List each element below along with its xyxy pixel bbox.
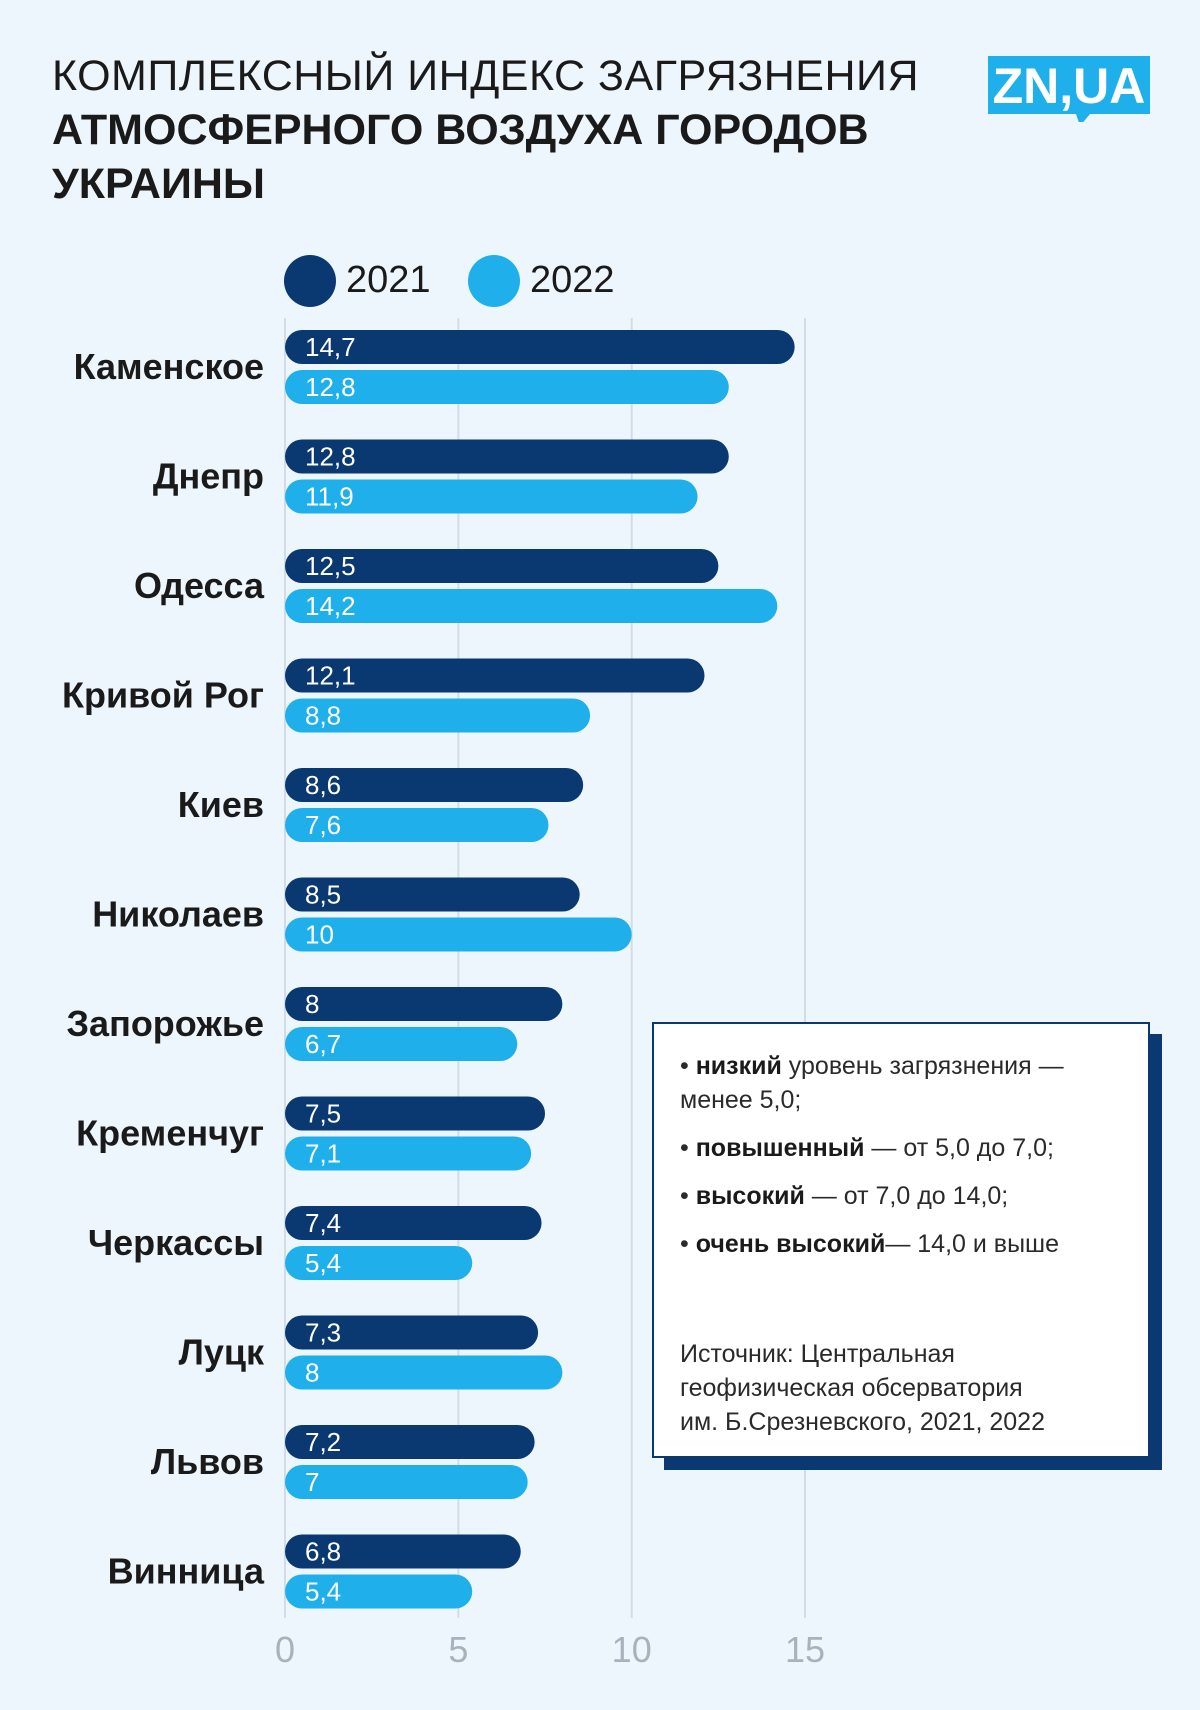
category-label: Одесса xyxy=(134,565,265,606)
bar-2022 xyxy=(285,479,698,514)
bar-value-label: 7,2 xyxy=(305,1427,341,1457)
bar-value-label: 7,5 xyxy=(305,1099,341,1129)
bar-2021 xyxy=(285,1425,535,1459)
legend-label-2022: 2022 xyxy=(530,259,615,301)
bar-value-label: 8,8 xyxy=(305,701,341,731)
category-label: Кривой Рог xyxy=(62,675,264,716)
bar-value-label: 14,2 xyxy=(305,591,356,621)
bar-2022 xyxy=(285,1027,518,1061)
category-label: Николаев xyxy=(92,894,264,935)
bar-value-label: 7 xyxy=(305,1467,319,1497)
bar-value-label: 5,4 xyxy=(305,1577,341,1607)
bar-value-label: 14,7 xyxy=(305,332,356,362)
category-label: Запорожье xyxy=(67,1003,265,1044)
bar-2021 xyxy=(285,439,729,474)
bar-2022 xyxy=(285,808,549,842)
bar-2022 xyxy=(285,1246,473,1280)
info-box: • низкий уровень загрязнения — менее 5,0… xyxy=(652,1022,1162,1470)
bar-value-label: 8 xyxy=(305,989,319,1019)
bar-2021 xyxy=(285,877,580,912)
bar-2022 xyxy=(285,917,632,952)
bar-2022 xyxy=(285,1136,532,1171)
zn-ua-logo: ZN,UA xyxy=(988,56,1150,122)
bar-value-label: 7,4 xyxy=(305,1208,341,1238)
bar-value-label: 7,1 xyxy=(305,1139,341,1169)
category-label: Каменское xyxy=(74,346,264,387)
bar-2021 xyxy=(285,1315,539,1350)
x-tick-label-0: 0 xyxy=(275,1629,295,1670)
info-high: • высокий — от 7,0 до 14,0; xyxy=(680,1182,1009,1210)
info-low: • низкий уровень загрязнения — xyxy=(680,1052,1064,1080)
bar-2021 xyxy=(285,1206,542,1240)
bar-2021 xyxy=(285,549,719,583)
info-low-cont: менее 5,0; xyxy=(680,1086,802,1114)
bar-2022 xyxy=(285,1465,528,1499)
bar-value-label: 12,1 xyxy=(305,661,356,691)
title-line-2: АТМОСФЕРНОГО ВОЗДУХА ГОРОДОВ xyxy=(52,106,869,154)
category-label: Черкассы xyxy=(88,1222,264,1263)
logo-text: ZN,UA xyxy=(993,58,1146,114)
bar-value-label: 6,8 xyxy=(305,1537,341,1567)
bar-value-label: 7,6 xyxy=(305,810,341,840)
bar-2022 xyxy=(285,370,729,404)
bar-2021 xyxy=(285,987,563,1021)
bar-2021 xyxy=(285,658,705,693)
bar-2022 xyxy=(285,1355,563,1390)
bar-value-label: 12,5 xyxy=(305,551,356,581)
bar-value-label: 6,7 xyxy=(305,1029,341,1059)
legend: 2021 2022 xyxy=(284,255,644,307)
source-line-2: геофизическая обсерватория xyxy=(680,1374,1023,1402)
category-label: Луцк xyxy=(179,1332,265,1373)
bar-value-label: 11,9 xyxy=(305,482,354,512)
info-very-high: • очень высокий— 14,0 и выше xyxy=(680,1230,1059,1258)
bar-2021 xyxy=(285,1096,546,1131)
bar-value-label: 10 xyxy=(305,920,334,950)
bar-value-label: 5,4 xyxy=(305,1248,341,1278)
bar-2021 xyxy=(285,768,584,802)
bar-value-label: 12,8 xyxy=(305,442,356,472)
info-elevated: • повышенный — от 5,0 до 7,0; xyxy=(680,1134,1054,1162)
source-line-3: им. Б.Срезневского, 2021, 2022 xyxy=(680,1408,1045,1436)
info-box-panel: • низкий уровень загрязнения — менее 5,0… xyxy=(652,1022,1150,1458)
source-line-1: Источник: Центральная xyxy=(680,1340,955,1368)
bar-2021 xyxy=(285,330,795,364)
bar-2021 xyxy=(285,1534,521,1569)
bar-value-label: 8,6 xyxy=(305,770,341,800)
bar-value-label: 8 xyxy=(305,1358,319,1388)
category-label: Киев xyxy=(178,784,264,825)
bar-2022 xyxy=(285,1574,473,1609)
bar-value-label: 12,8 xyxy=(305,372,356,402)
title-line-1: КОМПЛЕКСНЫЙ ИНДЕКС ЗАГРЯЗНЕНИЯ xyxy=(52,52,920,100)
x-tick-label-10: 10 xyxy=(612,1629,652,1670)
x-tick-label-5: 5 xyxy=(448,1629,468,1670)
category-label: Львов xyxy=(151,1441,264,1482)
legend-label-2021: 2021 xyxy=(346,259,431,301)
category-label: Винница xyxy=(108,1551,265,1592)
legend-dot-2021 xyxy=(284,255,336,307)
category-label: Днепр xyxy=(153,456,264,497)
category-label: Кременчуг xyxy=(76,1113,264,1154)
bar-2022 xyxy=(285,589,778,623)
bar-2022 xyxy=(285,698,591,733)
bar-value-label: 8,5 xyxy=(305,880,341,910)
x-tick-label-15: 15 xyxy=(785,1629,825,1670)
title-line-3: УКРАИНЫ xyxy=(52,160,266,208)
bar-value-label: 7,3 xyxy=(305,1318,341,1348)
legend-dot-2022 xyxy=(468,255,520,307)
